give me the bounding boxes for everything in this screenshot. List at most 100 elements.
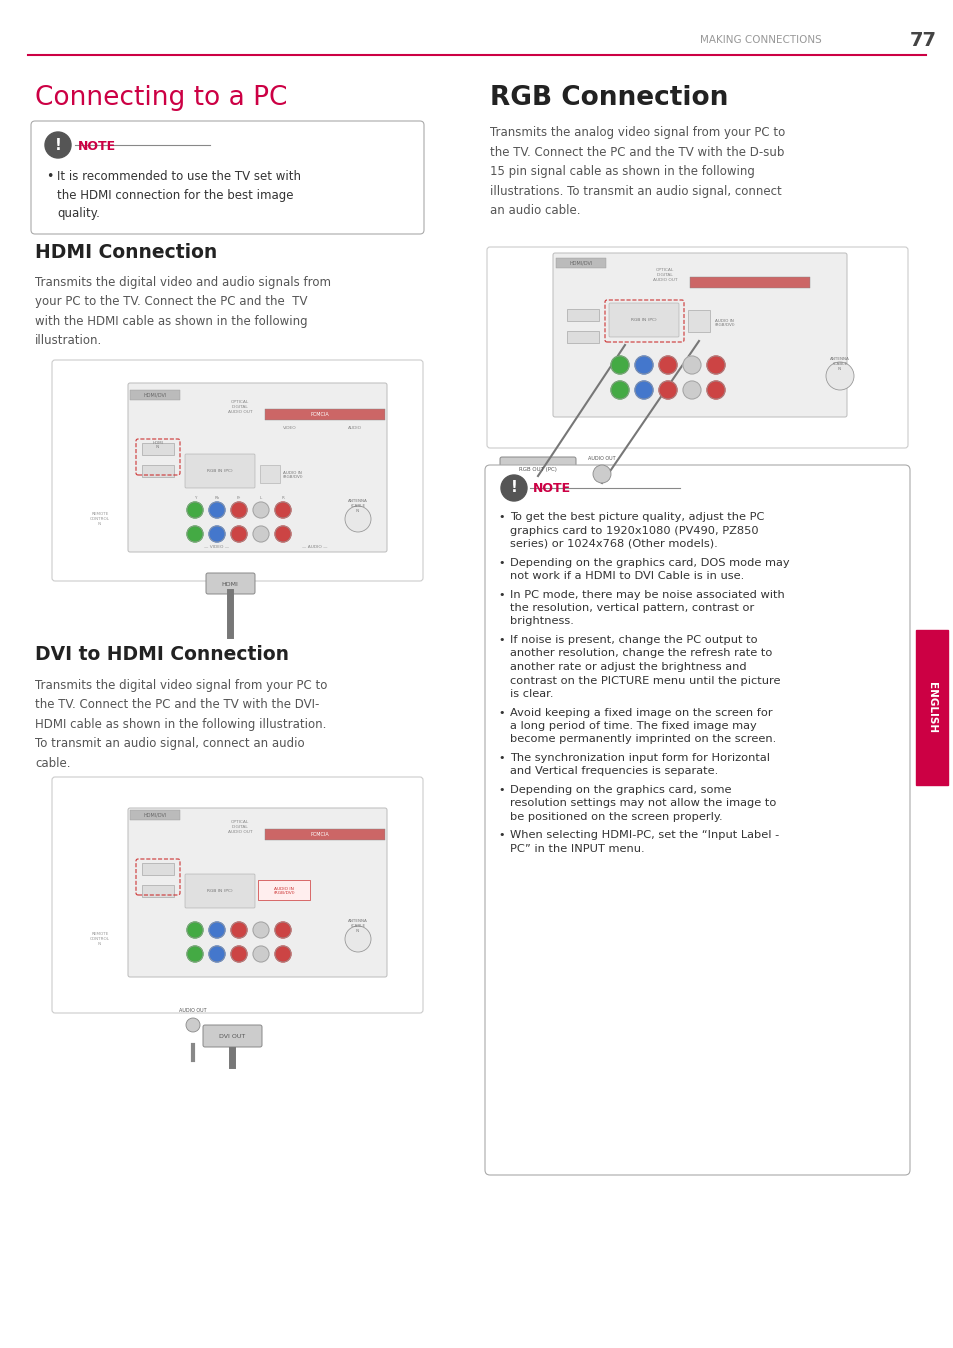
FancyBboxPatch shape <box>30 121 423 235</box>
Circle shape <box>253 501 269 518</box>
Circle shape <box>500 474 526 501</box>
Bar <box>265 408 385 421</box>
Text: a long period of time. The fixed image may: a long period of time. The fixed image m… <box>510 721 756 731</box>
Text: Avoid keeping a fixed image on the screen for: Avoid keeping a fixed image on the scree… <box>510 708 772 717</box>
Circle shape <box>209 526 225 542</box>
Text: In PC mode, there may be noise associated with: In PC mode, there may be noise associate… <box>510 589 784 600</box>
FancyBboxPatch shape <box>206 573 254 594</box>
Circle shape <box>231 501 247 518</box>
Circle shape <box>187 922 203 938</box>
Bar <box>142 443 173 456</box>
Text: — AUDIO —: — AUDIO — <box>302 545 328 549</box>
Text: •: • <box>497 558 504 568</box>
Text: — VIDEO —: — VIDEO — <box>204 545 230 549</box>
Circle shape <box>187 526 203 542</box>
Bar <box>915 630 947 785</box>
Circle shape <box>187 946 203 962</box>
Circle shape <box>635 356 652 373</box>
Circle shape <box>825 363 853 390</box>
Text: !: ! <box>54 137 61 152</box>
Circle shape <box>610 356 628 373</box>
Text: Pb: Pb <box>214 496 219 500</box>
Text: AUDIO: AUDIO <box>348 426 361 430</box>
Text: ANTENNA
(CABLE
IN: ANTENNA (CABLE IN <box>348 919 368 933</box>
Text: R: R <box>281 496 284 500</box>
FancyBboxPatch shape <box>185 874 254 909</box>
Text: be positioned on the screen properly.: be positioned on the screen properly. <box>510 811 721 822</box>
Text: another rate or adjust the brightness and: another rate or adjust the brightness an… <box>510 662 746 673</box>
Text: •: • <box>497 830 504 841</box>
FancyBboxPatch shape <box>553 253 846 417</box>
FancyBboxPatch shape <box>185 454 254 488</box>
Circle shape <box>187 501 203 518</box>
Text: become permanently imprinted on the screen.: become permanently imprinted on the scre… <box>510 735 776 744</box>
Text: is clear.: is clear. <box>510 689 553 700</box>
Text: DVI OUT: DVI OUT <box>218 1034 245 1039</box>
Bar <box>689 276 809 288</box>
Text: ANTENNA
(CABLE
IN: ANTENNA (CABLE IN <box>348 499 368 512</box>
FancyBboxPatch shape <box>484 465 909 1175</box>
Text: HDMI: HDMI <box>221 581 238 586</box>
Bar <box>130 810 180 820</box>
Text: !: ! <box>510 480 517 496</box>
FancyBboxPatch shape <box>486 247 907 448</box>
Circle shape <box>209 946 225 962</box>
Text: HDMI/DVI: HDMI/DVI <box>143 813 167 817</box>
Text: HDMI/DVI: HDMI/DVI <box>143 392 167 398</box>
Circle shape <box>345 926 371 952</box>
Text: AUDIO IN
(RGB/DVI): AUDIO IN (RGB/DVI) <box>283 470 303 480</box>
Text: •: • <box>497 708 504 717</box>
FancyBboxPatch shape <box>52 776 422 1012</box>
Text: brightness.: brightness. <box>510 616 574 627</box>
Text: another resolution, change the refresh rate to: another resolution, change the refresh r… <box>510 648 772 659</box>
Text: and Vertical frequencies is separate.: and Vertical frequencies is separate. <box>510 767 718 776</box>
FancyBboxPatch shape <box>203 1024 262 1047</box>
Text: HDMI Connection: HDMI Connection <box>35 243 217 262</box>
FancyBboxPatch shape <box>128 383 387 551</box>
Text: If noise is present, change the PC output to: If noise is present, change the PC outpu… <box>510 635 757 644</box>
Text: RGB IN (PC): RGB IN (PC) <box>207 888 233 892</box>
Text: ANTENNA
(CABLE
IN: ANTENNA (CABLE IN <box>829 357 849 371</box>
FancyBboxPatch shape <box>128 807 387 977</box>
Circle shape <box>659 356 677 373</box>
Circle shape <box>274 946 291 962</box>
Text: REMOTE
CONTROL
IN: REMOTE CONTROL IN <box>90 512 110 526</box>
Bar <box>265 829 385 840</box>
Text: It is recommended to use the TV set with
the HDMI connection for the best image
: It is recommended to use the TV set with… <box>57 170 301 220</box>
Bar <box>142 886 173 896</box>
Text: Transmits the analog video signal from your PC to
the TV. Connect the PC and the: Transmits the analog video signal from y… <box>490 125 784 217</box>
Text: contrast on the PICTURE menu until the picture: contrast on the PICTURE menu until the p… <box>510 675 780 686</box>
Text: RGB Connection: RGB Connection <box>490 85 727 111</box>
Text: •: • <box>497 512 504 522</box>
Text: Depending on the graphics card, some: Depending on the graphics card, some <box>510 785 731 795</box>
Circle shape <box>253 922 269 938</box>
Bar <box>556 257 605 268</box>
Bar <box>130 390 180 400</box>
Circle shape <box>345 506 371 532</box>
Text: •: • <box>497 589 504 600</box>
Circle shape <box>253 526 269 542</box>
Circle shape <box>706 381 724 399</box>
FancyBboxPatch shape <box>52 360 422 581</box>
Text: When selecting HDMI-PC, set the “Input Label -: When selecting HDMI-PC, set the “Input L… <box>510 830 779 841</box>
Text: Connecting to a PC: Connecting to a PC <box>35 85 287 111</box>
Text: 77: 77 <box>909 31 936 50</box>
Bar <box>260 465 280 483</box>
Text: RGB IN (PC): RGB IN (PC) <box>631 318 656 322</box>
Text: The synchronization input form for Horizontal: The synchronization input form for Horiz… <box>510 754 769 763</box>
Bar <box>566 332 598 342</box>
Text: HDMI/DVI: HDMI/DVI <box>569 260 592 266</box>
Text: HDMI
IN: HDMI IN <box>152 441 163 449</box>
Text: •: • <box>46 170 53 183</box>
Text: OPTICAL
DIGITAL
AUDIO OUT: OPTICAL DIGITAL AUDIO OUT <box>228 820 252 834</box>
Text: Transmits the digital video and audio signals from
your PC to the TV. Connect th: Transmits the digital video and audio si… <box>35 276 331 348</box>
FancyBboxPatch shape <box>608 303 679 337</box>
Text: RGB IN (PC): RGB IN (PC) <box>207 469 233 473</box>
Circle shape <box>682 381 700 399</box>
Text: To get the best picture quality, adjust the PC: To get the best picture quality, adjust … <box>510 512 763 522</box>
Text: Depending on the graphics card, DOS mode may: Depending on the graphics card, DOS mode… <box>510 558 789 568</box>
Text: •: • <box>497 754 504 763</box>
Text: AUDIO OUT: AUDIO OUT <box>588 456 616 461</box>
Text: NOTE: NOTE <box>533 483 571 496</box>
Text: PCMCIA: PCMCIA <box>311 412 329 418</box>
